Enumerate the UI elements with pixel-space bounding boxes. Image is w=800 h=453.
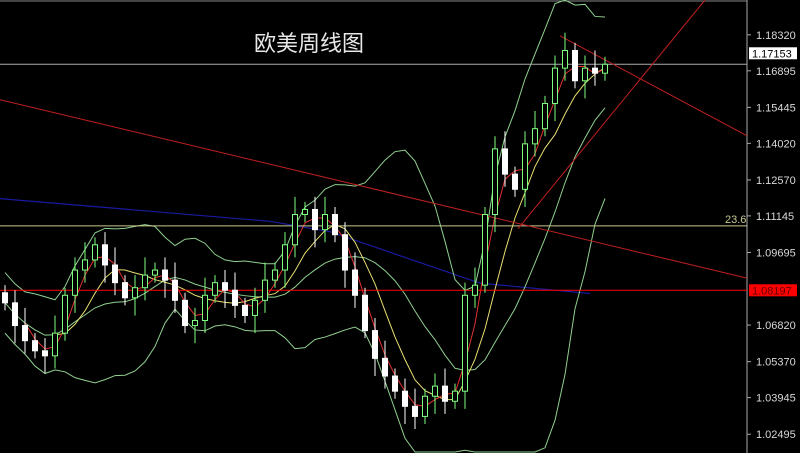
candle-body (392, 375, 398, 392)
candle-body (482, 214, 488, 286)
candle-body (242, 304, 248, 316)
candle-body (272, 269, 278, 281)
candle-body (252, 299, 258, 316)
trendline (0, 99, 748, 279)
y-tick-label: 1.15445 (756, 102, 796, 114)
y-tick-label: 1.06820 (756, 320, 796, 332)
candle-body (172, 279, 178, 301)
candle-body (22, 325, 28, 342)
current-price-label-bg (749, 47, 797, 60)
candle-body (422, 395, 428, 417)
candle-body (72, 269, 78, 296)
support-price-label-bg (749, 284, 797, 297)
candle-body (32, 340, 38, 352)
y-tick-label: 1.18320 (756, 30, 796, 42)
candle-body (542, 102, 548, 130)
candle-body (132, 287, 138, 299)
candle-body (182, 299, 188, 327)
chart-title: 欧美周线图 (254, 32, 365, 57)
candle-body (362, 294, 368, 332)
candle-body (412, 405, 418, 417)
y-tick-label: 1.02495 (756, 429, 796, 441)
candle-body (292, 214, 298, 246)
y-tick-label: 1.09695 (756, 247, 796, 259)
candle-body (312, 208, 318, 231)
bollinger-lower (4, 198, 606, 453)
candle-body (342, 234, 348, 271)
current-price-label: 1.17153 (752, 48, 792, 60)
candle-body (82, 259, 88, 271)
ma-slow-line (54, 67, 606, 401)
candle-body (382, 357, 388, 377)
candle-body (112, 264, 118, 284)
candle-body (202, 294, 208, 322)
y-tick-label: 1.14020 (756, 138, 796, 150)
y-tick-label: 1.05370 (756, 357, 796, 369)
candle-body (572, 49, 578, 82)
candle-body (42, 350, 48, 357)
candle-body (162, 269, 168, 281)
candle-body (582, 67, 588, 82)
candle-body (282, 244, 288, 271)
candle-body (52, 332, 58, 357)
candle-body (192, 320, 198, 327)
candle-body (472, 284, 478, 296)
candle-body (12, 302, 18, 327)
y-tick-label: 1.16895 (756, 66, 796, 78)
candle-body (302, 208, 308, 216)
candle-body (62, 294, 68, 334)
candle-body (322, 214, 328, 231)
candle-body (442, 385, 448, 402)
candle-body (452, 390, 458, 402)
support-price-label: 1.08197 (752, 285, 792, 297)
candle-body (562, 49, 568, 69)
candle-body (492, 148, 498, 216)
y-tick-label: 1.11145 (756, 211, 794, 223)
candle-body (522, 143, 528, 190)
candle-body (512, 173, 518, 190)
candle-body (102, 244, 108, 266)
candle-body (122, 282, 128, 299)
bollinger-mid (4, 107, 606, 371)
long-ma-line (0, 198, 591, 295)
candle-body (602, 63, 608, 74)
candle-body (142, 274, 148, 289)
candle-body (432, 385, 438, 397)
candle-body (402, 390, 408, 407)
candle-body (372, 330, 378, 359)
fib-label: 23.6 (725, 214, 746, 226)
y-tick-label: 1.03945 (756, 393, 796, 405)
candle-body (232, 289, 238, 306)
candle-body (2, 292, 8, 304)
candle-body (352, 269, 358, 296)
candle-body (212, 282, 218, 296)
trendline (559, 35, 748, 137)
candle-body (262, 279, 268, 301)
candle-body (92, 244, 98, 261)
candle-body (222, 282, 228, 291)
candle-body (552, 67, 558, 104)
y-tick-label: 1.12570 (756, 175, 796, 187)
candle-body (462, 294, 468, 392)
trendline (517, 0, 706, 229)
candle-body (592, 67, 598, 74)
candle-body (332, 214, 338, 236)
candle-body (502, 148, 508, 175)
candle-body (152, 269, 158, 276)
candle-body (532, 128, 538, 145)
